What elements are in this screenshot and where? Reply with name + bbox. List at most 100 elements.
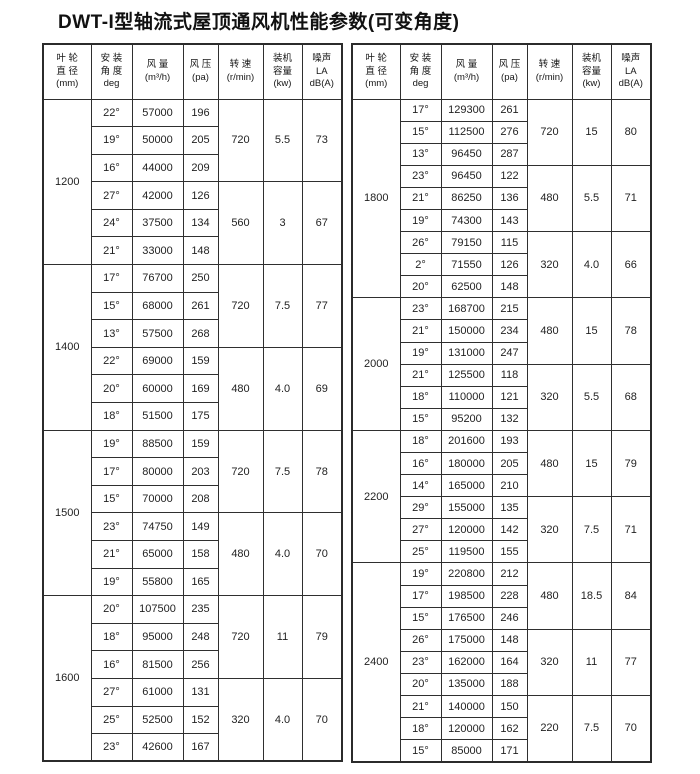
- table-row: 27° 42000 126 560 3 67: [43, 181, 343, 266]
- table-row: 15° 176500 246: [352, 606, 651, 630]
- table-row: 23° 42600 167: [43, 733, 342, 762]
- header-speed-line: (r/min): [226, 71, 255, 83]
- flow-cell: 81500: [131, 650, 184, 679]
- flow-cell: 95000: [131, 622, 184, 652]
- pressure-cell: 261: [491, 98, 528, 122]
- flow-cell: 71550: [440, 253, 493, 277]
- header-capacity-line: (kw): [273, 77, 292, 89]
- header-diameter-line: (mm): [365, 77, 388, 89]
- header-angle-line: 角 度: [409, 65, 432, 77]
- table-row: 16° 180000 205: [352, 451, 651, 476]
- flow-cell: 55800: [131, 567, 184, 597]
- flow-cell: 201600: [440, 429, 493, 454]
- speed-cell: 720: [217, 98, 264, 183]
- header-noise-line: 噪声: [621, 53, 641, 65]
- table-row: 2200 18° 201600 193 480 15 79: [351, 429, 652, 564]
- pressure-cell: 205: [182, 126, 219, 155]
- pressure-cell: 234: [491, 319, 528, 343]
- pressure-cell: 256: [182, 650, 219, 679]
- flow-cell: 51500: [131, 402, 184, 431]
- pressure-cell: 209: [182, 153, 219, 183]
- capacity-cell: 4.0: [262, 677, 303, 762]
- flow-cell: 80000: [131, 457, 184, 486]
- noise-cell: 79: [610, 429, 652, 498]
- header-flow-line: (m³/h): [144, 71, 171, 83]
- angle-cell: 16°: [90, 153, 133, 183]
- flow-cell: 175000: [440, 628, 493, 652]
- flow-cell: 42000: [131, 181, 184, 210]
- table-row: 20° 135000 188: [352, 672, 651, 697]
- noise-cell: 71: [610, 164, 652, 233]
- angle-cell: 18°: [399, 385, 442, 409]
- speed-cell: 480: [217, 512, 264, 597]
- flow-cell: 96450: [440, 142, 493, 166]
- header-diameter-line: 直 径: [365, 65, 388, 77]
- header-row: 叶 轮直 径 (mm) 安 装角 度 deg 风 量 (m³/h) 风 压 (pa) 转 速 (r…: [42, 43, 343, 100]
- pressure-cell: 215: [491, 297, 528, 321]
- performance-table-right: 叶 轮直 径 (mm) 安 装角 度 deg 风 量 (m³/h) 风 压 (pa) 转 速 (r…: [351, 43, 652, 763]
- header-pressure-line: (pa): [501, 71, 518, 83]
- capacity-cell: 7.5: [571, 695, 612, 763]
- pressure-cell: 149: [182, 512, 219, 541]
- table-row: 21° 86250 136: [352, 186, 651, 210]
- angle-cell: 15°: [90, 484, 133, 514]
- flow-cell: 162000: [440, 650, 493, 674]
- flow-cell: 120000: [440, 717, 493, 741]
- angle-cell: 20°: [90, 374, 133, 404]
- angle-cell: 21°: [399, 186, 442, 210]
- pressure-cell: 126: [182, 181, 219, 210]
- pressure-cell: 148: [491, 628, 528, 652]
- capacity-cell: 5.5: [262, 98, 303, 183]
- speed-cell: 480: [526, 429, 573, 498]
- flow-cell: 125500: [440, 363, 493, 387]
- table-row: 1200 22° 57000 196 720 5.5 73: [42, 98, 343, 266]
- header-speed-line: (r/min): [535, 71, 564, 83]
- header-angle-line: deg: [103, 77, 120, 89]
- angle-cell: 21°: [90, 540, 133, 569]
- capacity-cell: 3: [262, 181, 303, 266]
- table-row: 25° 119500 155: [352, 540, 651, 564]
- angle-cell: 15°: [399, 739, 442, 763]
- table-row: 25° 52500 152: [43, 705, 342, 735]
- header-pressure-line: 风 压: [498, 59, 521, 71]
- header-flow: 风 量 (m³/h): [440, 43, 493, 100]
- pressure-cell: 122: [491, 164, 528, 188]
- noise-cell: 66: [610, 231, 652, 299]
- header-diameter: 叶 轮直 径 (mm): [42, 43, 92, 100]
- speed-cell: 560: [217, 181, 264, 266]
- angle-cell: 14°: [399, 474, 442, 498]
- pressure-cell: 169: [182, 374, 219, 404]
- pressure-cell: 210: [491, 474, 528, 498]
- pressure-cell: 193: [491, 429, 528, 454]
- angle-cell: 25°: [90, 705, 133, 735]
- capacity-cell: 5.5: [571, 363, 612, 431]
- pressure-cell: 212: [491, 562, 528, 586]
- header-diameter-line: 直 径: [56, 65, 79, 77]
- pressure-cell: 136: [491, 186, 528, 210]
- capacity-cell: 7.5: [571, 496, 612, 564]
- speed-cell: 480: [526, 562, 573, 630]
- angle-cell: 23°: [90, 733, 133, 762]
- pressure-cell: 250: [182, 264, 219, 293]
- table-row: 2000 23° 168700 215 480 15 78: [351, 297, 652, 431]
- flow-cell: 140000: [440, 695, 493, 719]
- header-noise: 噪声 LA dB(A): [301, 43, 343, 100]
- flow-cell: 69000: [131, 346, 184, 376]
- flow-cell: 155000: [440, 496, 493, 520]
- table-row: 19° 55800 165: [43, 567, 342, 597]
- header-noise-line: LA: [315, 65, 328, 77]
- table-row: 18° 120000 162: [352, 717, 651, 741]
- header-angle: 安 装角 度 deg: [399, 43, 442, 100]
- speed-cell: 320: [526, 496, 573, 564]
- angle-cell: 27°: [399, 518, 442, 542]
- angle-cell: 19°: [90, 429, 133, 459]
- table-row: 19° 50000 205: [43, 126, 342, 155]
- capacity-cell: 4.0: [262, 346, 303, 431]
- flow-cell: 57000: [131, 98, 184, 128]
- capacity-cell: 7.5: [262, 264, 303, 348]
- table-row: 16° 81500 256: [43, 650, 342, 679]
- noise-cell: 80: [610, 98, 652, 166]
- table-row: 15° 95200 132: [352, 407, 651, 431]
- pressure-cell: 167: [182, 733, 219, 762]
- flow-cell: 85000: [440, 739, 493, 763]
